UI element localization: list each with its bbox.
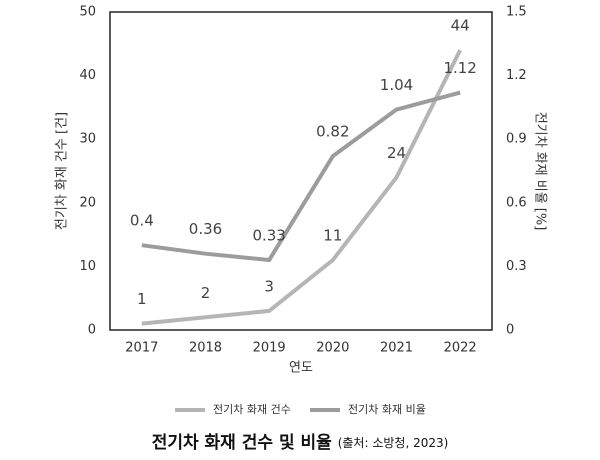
data-label: 2: [201, 284, 211, 302]
series-line: [141, 49, 462, 326]
y-tick-label: 50: [79, 5, 96, 20]
y-tick-label: 20: [79, 195, 96, 210]
legend-label: 전기차 화재 건수: [213, 403, 291, 416]
x-tick-label: 2020: [316, 341, 349, 356]
y-tick-label: 10: [79, 259, 96, 274]
y-tick-label: 0: [88, 323, 96, 338]
title-text: 전기차 화재 건수 및 비율: [152, 433, 332, 453]
data-label: 0.4: [130, 212, 154, 230]
x-tick-label: 2022: [444, 341, 477, 356]
x-tick-label: 2019: [253, 341, 286, 356]
data-label: 3: [264, 277, 274, 295]
y2-tick-label: 0.6: [506, 195, 527, 210]
x-axis-label: 연도: [289, 361, 313, 376]
x-tick-label: 2017: [125, 341, 158, 356]
subtitle: (출처: 소방청, 2023): [338, 436, 449, 450]
y2-tick-label: 0.9: [506, 132, 527, 147]
y2-tick-label: 1.5: [506, 5, 527, 20]
y2-tick-label: 0: [506, 323, 514, 338]
data-label: 1.04: [380, 76, 413, 94]
data-label: 1.12: [443, 59, 476, 77]
data-label: 0.36: [189, 220, 222, 238]
data-label: 11: [323, 227, 342, 245]
legend-label: 전기차 화재 비율: [348, 403, 426, 416]
chart-title: 전기차 화재 건수 및 비율 (출처: 소방청, 2023): [152, 433, 449, 453]
data-label: 0.82: [316, 123, 349, 141]
data-label: 0.33: [252, 227, 285, 245]
y-tick-label: 30: [79, 132, 96, 147]
x-tick-label: 2018: [189, 341, 222, 356]
y-tick-label: 40: [79, 68, 96, 83]
data-label: 24: [387, 144, 406, 162]
x-tick-label: 2021: [380, 341, 413, 356]
series-line: [141, 90, 461, 263]
y2-axis-label: 전기차 화재 비율 [%]: [533, 112, 548, 231]
data-label: 1: [137, 290, 147, 308]
data-label: 44: [451, 17, 470, 35]
y2-tick-label: 1.2: [506, 68, 527, 83]
y-axis-label: 전기차 화재 건수 [건]: [55, 112, 70, 230]
y2-tick-label: 0.3: [506, 259, 527, 274]
plot-frame: [109, 11, 493, 331]
